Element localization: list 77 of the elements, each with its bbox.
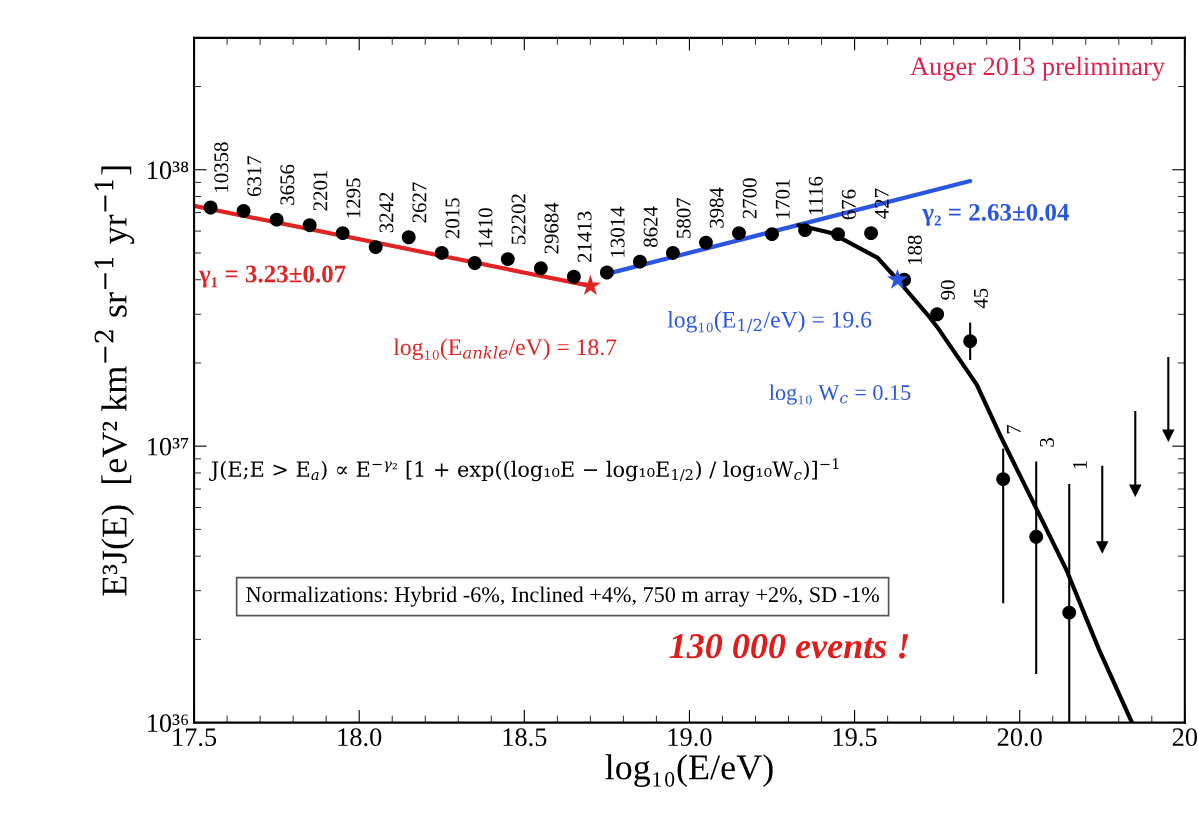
annotation: log₁₀(E$_{1/2}$/eV) = 19.6	[667, 311, 872, 333]
point	[368, 240, 383, 255]
annotation: 2700	[742, 178, 757, 219]
point	[269, 212, 284, 227]
point	[930, 307, 945, 322]
point	[886, 268, 909, 289]
point	[533, 261, 548, 276]
point	[1029, 529, 1044, 544]
annotation: Auger 2013 preliminary	[910, 56, 1165, 81]
annotation: 3656	[280, 164, 295, 205]
point	[1096, 541, 1109, 554]
point	[335, 226, 350, 241]
annotation: 13014	[610, 206, 625, 257]
point	[831, 227, 846, 242]
annotation: Normalizations: Hybrid -6%, Inclined +4%, 750 m array +2%, SD -1%	[246, 586, 879, 607]
point	[996, 472, 1011, 487]
annotation: 45	[973, 288, 988, 309]
point	[500, 252, 515, 267]
annotation: 90	[940, 280, 955, 300]
annotation: 1701	[775, 179, 790, 219]
annotation: 2201	[313, 170, 328, 211]
y-tick-label: 10³⁷	[148, 437, 189, 456]
point	[467, 256, 482, 270]
point	[699, 235, 713, 250]
annotation: 427	[874, 188, 889, 219]
point	[401, 230, 416, 245]
annotation: 8624	[643, 206, 658, 247]
point	[632, 254, 647, 269]
x-tick-label: 18.5	[503, 728, 547, 747]
point	[798, 223, 812, 238]
annotation: γ₂ = 2.63±0.04	[922, 203, 1069, 226]
point	[236, 203, 251, 218]
x-axis-title: log₁₀(E/eV)	[605, 754, 773, 788]
y-axis-title: E³J(E) [eV² km$^{−2}$ sr$^{−1}$ yr$^{−1}$]	[94, 166, 135, 596]
annotation: 10358	[214, 142, 229, 192]
annotation: 2015	[445, 198, 460, 239]
point	[579, 274, 601, 295]
annotation: 6317	[247, 155, 262, 197]
y-tick-label: 10³⁸	[148, 161, 189, 180]
point	[566, 269, 581, 284]
annotation: 5807	[676, 198, 691, 238]
annotation: 3242	[379, 192, 394, 233]
point	[1162, 429, 1175, 443]
point	[665, 246, 680, 260]
annotation: 3	[1039, 438, 1054, 447]
annotation: 21413	[577, 211, 592, 262]
annotation: 3984	[709, 187, 724, 228]
annotation: 1295	[346, 178, 361, 218]
annotation: 29684	[544, 202, 559, 254]
point	[963, 334, 978, 349]
point	[434, 246, 449, 260]
annotation: 188	[907, 235, 922, 265]
annotation: 1	[1072, 460, 1087, 469]
text: J(E;E > E$_{a}$) ∝ E$^{−γ₂}$ [1 + exp((log₁₀E − log₁₀E$_{1/2}$) / log₁₀W$_{c}$)]$^{−1}$	[209, 458, 839, 482]
annotation: 130 000 events !	[669, 634, 909, 659]
point	[203, 200, 218, 215]
x-tick-label: 19.0	[668, 728, 712, 747]
annotation: 2627	[412, 182, 427, 223]
point	[1062, 605, 1077, 620]
x-tick-label: 20.0	[997, 728, 1042, 747]
annotation: log₁₀ W$_{c}$ = 0.15	[769, 384, 911, 405]
annotation: 7	[1007, 424, 1021, 434]
point	[599, 265, 614, 280]
point	[765, 227, 779, 242]
point	[732, 226, 746, 241]
point	[1129, 484, 1142, 497]
annotation: 676	[841, 189, 856, 220]
x-tick-label: 19.5	[833, 728, 877, 747]
point	[864, 226, 879, 241]
annotation: log₁₀(E$_{ankle}$/eV) = 18.7	[393, 338, 617, 361]
point	[302, 218, 317, 233]
x-tick-label: 18.0	[338, 728, 382, 747]
annotation: γ₁ = 3.23±0.07	[198, 265, 346, 288]
annotation: 1410	[478, 208, 493, 248]
annotation: 1116	[808, 176, 823, 215]
x-tick-label: 20	[1172, 728, 1198, 747]
annotation: 52202	[511, 194, 526, 245]
